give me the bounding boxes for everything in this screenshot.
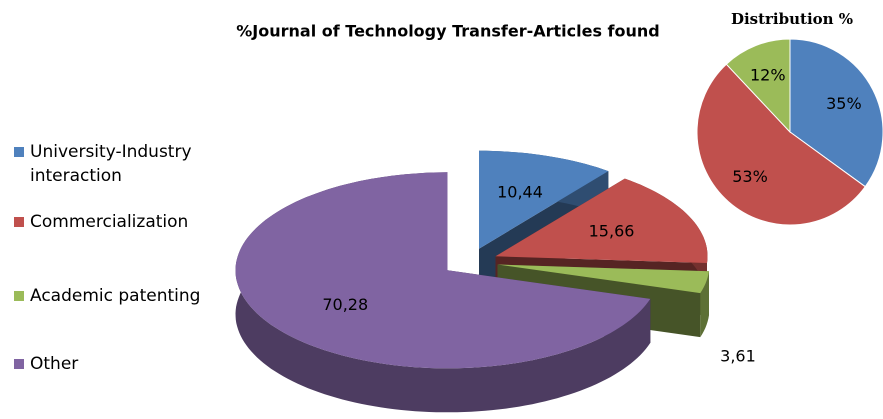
data-label: 70,28 <box>322 295 368 314</box>
legend-item: Commercialization <box>14 210 214 234</box>
data-label: 15,66 <box>589 222 635 241</box>
slice <box>725 38 791 134</box>
slice <box>235 172 651 369</box>
legend-item: Academic patenting <box>14 284 214 308</box>
slice-side <box>700 271 709 338</box>
legend-swatch <box>14 359 24 369</box>
data-label: 53% <box>732 167 768 186</box>
slice-group <box>235 172 651 413</box>
data-label: 12% <box>750 65 786 84</box>
legend-label: University-Industry interaction <box>30 142 192 186</box>
legend-swatch <box>14 291 24 301</box>
legend-label: Commercialization <box>30 212 189 232</box>
inset-title: Distribution % <box>731 10 853 28</box>
slice <box>479 150 609 249</box>
chart-title: %Journal of Technology Transfer-Articles… <box>236 22 659 41</box>
data-label: 3,61 <box>720 346 756 365</box>
legend-swatch <box>14 147 24 157</box>
data-label: 35% <box>826 94 862 113</box>
legend-item: Other <box>14 352 214 376</box>
slice <box>696 63 866 226</box>
legend-swatch <box>14 217 24 227</box>
data-label: 10,44 <box>497 183 543 202</box>
slice <box>789 38 883 188</box>
legend-label: Academic patenting <box>30 286 201 306</box>
legend-label: Other <box>30 354 79 374</box>
slice <box>495 178 708 263</box>
legend-item: University-Industry interaction <box>14 140 214 188</box>
slice <box>497 264 709 294</box>
